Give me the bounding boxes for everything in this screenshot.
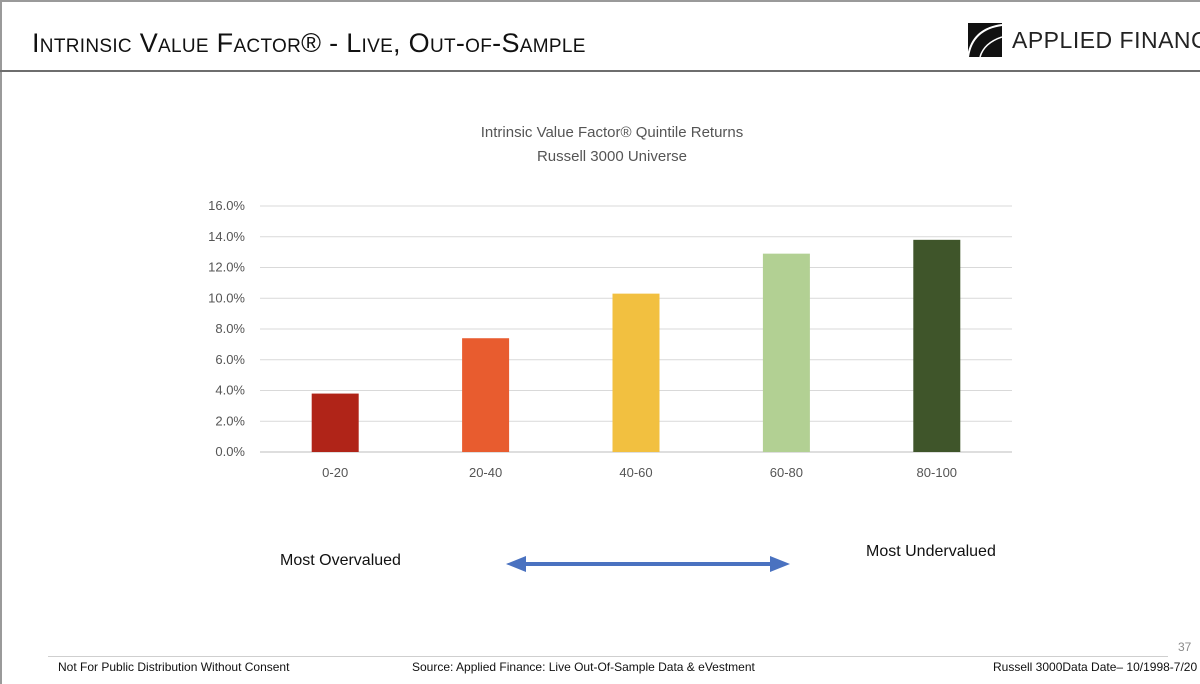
y-tick-label: 8.0% [215, 321, 245, 336]
bar [462, 338, 510, 452]
page-number: 37 [1178, 640, 1192, 654]
footer-source: Source: Applied Finance: Live Out-Of-Sam… [412, 660, 755, 674]
most-undervalued-label: Most Undervalued [866, 543, 996, 560]
x-tick-label: 40-60 [619, 465, 652, 480]
page-title: Intrinsic Value Factor® - Live, Out-of-S… [32, 28, 586, 58]
x-tick-label: 80-100 [917, 465, 957, 480]
y-tick-label: 6.0% [215, 352, 245, 367]
title-divider [0, 70, 1200, 72]
x-tick-label: 20-40 [469, 465, 502, 480]
chart-title: Intrinsic Value Factor® Quintile Returns [480, 124, 744, 141]
footer-divider [48, 656, 1168, 657]
footer-data-date: Russell 3000Data Date– 10/1998-7/20 [993, 660, 1198, 674]
chart-subtitle: Russell 3000 Universe [536, 148, 688, 165]
footer-disclaimer: Not For Public Distribution Without Cons… [58, 660, 290, 674]
applied-finance-logo-icon [968, 23, 1002, 57]
bar [913, 239, 961, 452]
x-tick-label: 60-80 [770, 465, 803, 480]
most-overvalued-label: Most Overvalued [280, 552, 401, 569]
bar [762, 253, 810, 452]
y-tick-label: 14.0% [208, 229, 245, 244]
y-tick-label: 2.0% [215, 413, 245, 428]
bar [612, 293, 660, 452]
logo-text: APPLIED FINANCE [1012, 26, 1200, 53]
x-tick-label: 0-20 [322, 465, 348, 480]
bar [311, 393, 359, 452]
y-tick-label: 12.0% [208, 260, 245, 275]
y-tick-label: 10.0% [208, 290, 245, 305]
y-tick-label: 4.0% [215, 383, 245, 398]
company-logo: APPLIED FINANCE [968, 22, 1200, 58]
y-tick-label: 0.0% [215, 444, 245, 459]
y-tick-label: 16.0% [208, 198, 245, 213]
